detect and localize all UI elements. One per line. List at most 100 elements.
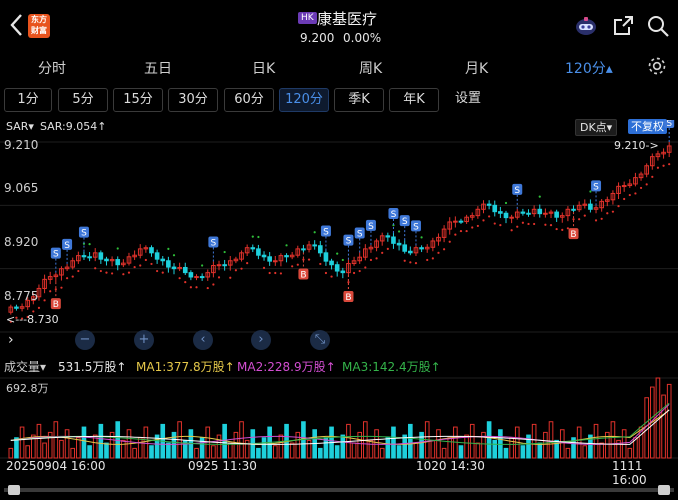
candle-body: [475, 208, 481, 217]
sar-dot: [150, 262, 153, 266]
buy-signal-label: B: [570, 230, 576, 240]
chart-scrollbar[interactable]: [4, 484, 674, 496]
volume-bar: [526, 434, 531, 459]
low-price-tag: <---8.730: [6, 313, 59, 326]
tab-month-k[interactable]: 月K: [465, 61, 489, 77]
volume-bar: [227, 442, 233, 459]
candle-body: [104, 258, 109, 262]
volume-bar: [391, 426, 396, 459]
zoom-in-icon[interactable]: +: [134, 330, 154, 350]
candle-body: [610, 192, 616, 201]
volume-ma-line: [10, 404, 670, 445]
sar-dot: [594, 219, 598, 222]
adjust-button[interactable]: 不复权: [628, 119, 667, 134]
volume-bar: [295, 431, 301, 459]
chip-5min[interactable]: 5分: [58, 88, 108, 112]
app-header: 东方 财富 HK 康基医疗 9.200 0.00%: [0, 0, 678, 52]
candle-body: [334, 264, 340, 272]
candle-body: [239, 252, 244, 260]
sar-dot: [201, 264, 204, 267]
sar-dot: [268, 271, 271, 275]
tab-120min[interactable]: 120分▴: [565, 61, 613, 77]
search-icon[interactable]: [646, 14, 670, 38]
volume-bar: [396, 445, 402, 459]
chip-30min[interactable]: 30分: [168, 88, 218, 112]
chip-15min[interactable]: 15分: [113, 88, 163, 112]
volume-bar: [520, 445, 526, 459]
volume-selector[interactable]: 成交量▾: [4, 360, 47, 374]
robot-avatar-icon[interactable]: [574, 14, 598, 38]
sar-dot: [549, 224, 553, 227]
candle-body: [458, 220, 464, 223]
fullscreen-icon[interactable]: ⤡: [310, 330, 330, 350]
sar-dot: [223, 250, 226, 254]
candle-body: [644, 165, 649, 175]
date-label: 0925 11:30: [188, 459, 257, 473]
volume-bar: [289, 442, 295, 459]
sar-dot: [161, 271, 164, 274]
volume-bar: [87, 445, 92, 459]
sar-dot: [437, 251, 440, 254]
candle-body: [306, 244, 312, 250]
pan-left-icon[interactable]: ‹: [193, 330, 213, 350]
tab-five-day[interactable]: 五日: [144, 61, 172, 77]
volume-bar: [537, 442, 543, 459]
candle-body: [604, 199, 610, 202]
candle-body: [649, 156, 655, 167]
chip-60min[interactable]: 60分: [224, 88, 274, 112]
dk-point-button[interactable]: DK点▾: [575, 119, 618, 136]
tab-day-k[interactable]: 日K: [252, 61, 276, 77]
candle-body: [64, 266, 70, 270]
settings-link[interactable]: 设置: [455, 91, 482, 106]
candle-body: [436, 236, 441, 242]
candle-body: [149, 247, 154, 254]
sar-dot: [572, 218, 575, 221]
volume-bar: [211, 445, 216, 459]
candle-body: [481, 203, 486, 210]
sell-signal-marker: [343, 234, 354, 246]
chip-1min[interactable]: 1分: [4, 88, 52, 112]
volume-bar: [109, 431, 115, 459]
sar-dot: [212, 283, 215, 286]
volume-bar: [149, 445, 154, 459]
candle-body: [374, 240, 379, 248]
volume-bar: [441, 447, 447, 459]
sar-dot: [26, 315, 29, 319]
volume-bar: [559, 429, 565, 459]
chip-year-k[interactable]: 年K: [389, 88, 439, 112]
back-arrow-icon[interactable]: [8, 12, 24, 38]
pan-right-icon[interactable]: ›: [251, 330, 271, 350]
candle-body: [301, 248, 306, 251]
zoom-out-icon[interactable]: −: [75, 330, 95, 350]
candle-body: [8, 306, 14, 313]
date-label: 1020 14:30: [416, 459, 485, 473]
volume-bar: [70, 447, 76, 459]
stock-change-pct: 0.00%: [343, 31, 382, 45]
sar-dot: [307, 258, 311, 261]
sar-dot: [167, 247, 170, 250]
volume-bar: [599, 442, 604, 459]
chip-quarter-k[interactable]: 季K: [334, 88, 384, 112]
volume-bar: [334, 445, 340, 459]
sar-dot: [116, 247, 119, 250]
sar-dot: [482, 219, 485, 222]
volume-bar: [81, 426, 87, 459]
volume-bar: [492, 439, 498, 459]
candle-body: [531, 208, 537, 215]
indicator-selector[interactable]: SAR▾: [6, 120, 34, 133]
settings-gear-icon[interactable]: [647, 56, 667, 76]
tab-minute[interactable]: 分时: [38, 61, 66, 77]
volume-ma-line: [10, 402, 670, 445]
sell-signal-marker: [78, 226, 89, 238]
candle-body: [36, 287, 42, 298]
share-icon[interactable]: [611, 14, 635, 38]
sar-dot: [375, 257, 378, 260]
sar-dot: [274, 271, 277, 275]
candle-body: [340, 270, 346, 274]
kline-chart[interactable]: SSSSSSSSSSSSSSBBBBB: [0, 120, 678, 460]
chip-120min[interactable]: 120分: [279, 88, 329, 112]
expand-icon[interactable]: ›: [8, 332, 14, 348]
candle-body: [543, 212, 548, 215]
tab-week-k[interactable]: 周K: [359, 61, 383, 77]
volume-bar: [261, 437, 267, 459]
